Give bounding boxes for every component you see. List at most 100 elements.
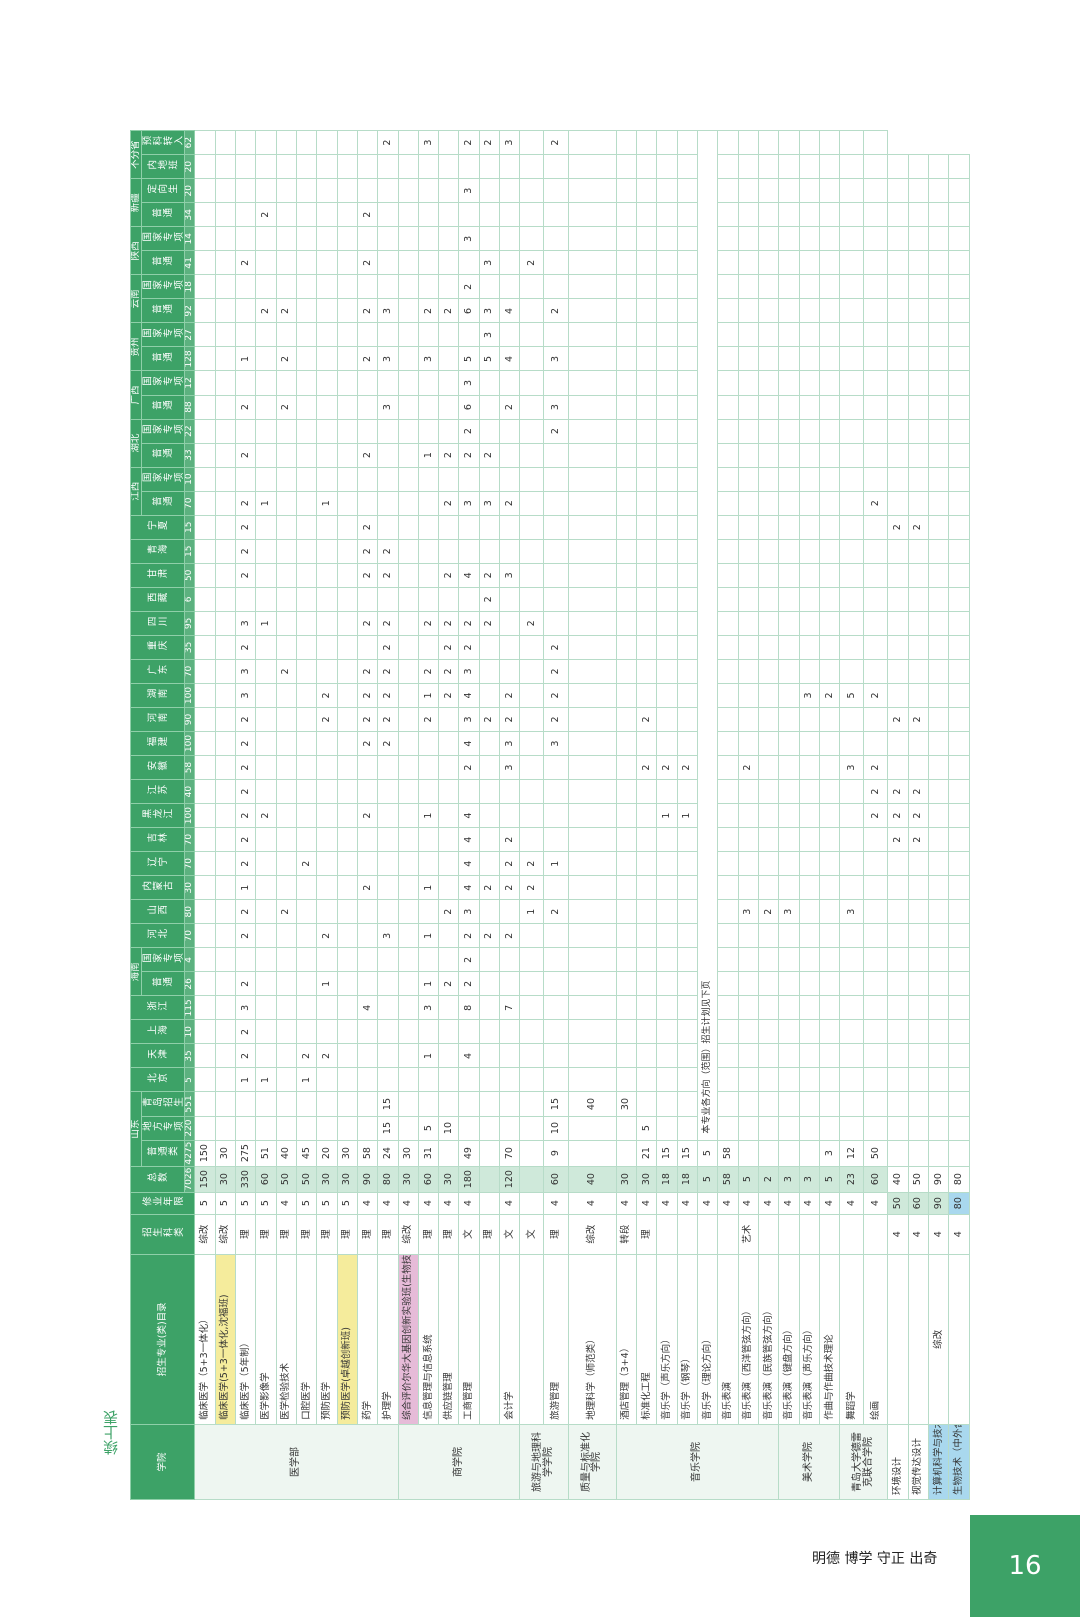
value-cell: 4 bbox=[499, 346, 520, 371]
totals-cell: 115 bbox=[184, 995, 195, 1020]
value-cell: 2 bbox=[357, 875, 378, 900]
value-cell bbox=[499, 1043, 520, 1068]
value-cell bbox=[499, 250, 520, 275]
value-cell bbox=[499, 154, 520, 179]
value-cell bbox=[276, 875, 297, 900]
value-cell bbox=[928, 827, 949, 852]
value-cell bbox=[255, 515, 277, 540]
value-cell bbox=[255, 1092, 277, 1117]
value-cell bbox=[758, 130, 779, 155]
value-cell bbox=[194, 1067, 216, 1092]
value-cell bbox=[819, 923, 840, 948]
value-cell bbox=[276, 1116, 297, 1141]
value-cell: 4 bbox=[458, 563, 480, 588]
table-row: 旅游与地理科学学院文 1 2 2 2 2 bbox=[519, 130, 569, 1500]
value-cell bbox=[863, 587, 888, 612]
value-cell bbox=[377, 971, 399, 996]
value-cell bbox=[296, 875, 317, 900]
value-cell bbox=[215, 250, 236, 275]
value-cell bbox=[758, 1092, 779, 1117]
value-cell bbox=[255, 947, 277, 972]
value-cell bbox=[337, 1067, 358, 1092]
value-cell bbox=[568, 707, 617, 732]
value-cell bbox=[863, 130, 888, 155]
value-cell bbox=[928, 659, 949, 684]
value-cell bbox=[636, 539, 657, 564]
value-cell bbox=[276, 226, 297, 251]
value-cell bbox=[418, 827, 439, 852]
years-cell: 4 bbox=[543, 1192, 569, 1215]
value-cell bbox=[948, 587, 970, 612]
totals-cell: 41 bbox=[184, 250, 195, 275]
value-cell bbox=[928, 683, 949, 708]
value-cell bbox=[543, 827, 569, 852]
value-cell bbox=[839, 827, 864, 852]
value-cell bbox=[819, 779, 840, 804]
value-cell: 3 bbox=[458, 491, 480, 516]
value-cell: 2 bbox=[235, 395, 256, 420]
value-cell: 5 bbox=[697, 1166, 718, 1193]
value-cell bbox=[215, 202, 236, 227]
value-cell: 2 bbox=[296, 1043, 317, 1068]
value-cell bbox=[677, 202, 698, 227]
value-cell bbox=[215, 707, 236, 732]
value-cell: 1 bbox=[316, 971, 338, 996]
value-cell: 2 bbox=[296, 851, 317, 876]
value-cell bbox=[819, 659, 840, 684]
value-cell bbox=[839, 322, 864, 347]
table-row: 药学理 4 90 58 4 2 2 2 2 2 2 2 2 2 2 2 2 2 2 2 bbox=[357, 130, 378, 1500]
value-cell bbox=[717, 851, 739, 876]
value-cell bbox=[717, 1116, 739, 1141]
value-cell: 2 bbox=[377, 683, 399, 708]
subject-cell bbox=[799, 1214, 820, 1255]
value-cell bbox=[296, 298, 317, 323]
value-cell bbox=[337, 419, 358, 444]
value-cell: 2 bbox=[908, 515, 929, 540]
value-cell bbox=[398, 130, 419, 155]
value-cell bbox=[908, 995, 929, 1020]
value-cell bbox=[568, 395, 617, 420]
value-cell bbox=[194, 322, 216, 347]
value-cell bbox=[276, 491, 297, 516]
value-cell bbox=[799, 395, 820, 420]
value-cell bbox=[778, 371, 800, 396]
value-cell: 3 bbox=[839, 899, 864, 924]
value-cell: 5 bbox=[819, 1166, 840, 1193]
table-row: 工商管理文 4 180 49 4 8 2 2 2 3 4 4 4 4 2 4 3 4 3 2 2 4 3 2 2 6 3 5 6 2 3 3 2 bbox=[458, 130, 480, 1500]
value-cell: 3 bbox=[377, 395, 399, 420]
value-cell bbox=[819, 803, 840, 828]
value-cell bbox=[887, 875, 909, 900]
value-cell bbox=[636, 250, 657, 275]
value-cell bbox=[799, 803, 820, 828]
value-cell bbox=[479, 178, 500, 203]
value-cell bbox=[568, 827, 617, 852]
value-cell bbox=[839, 298, 864, 323]
value-cell bbox=[479, 539, 500, 564]
value-cell bbox=[296, 779, 317, 804]
value-cell bbox=[948, 395, 970, 420]
value-cell bbox=[656, 226, 678, 251]
value-cell bbox=[398, 947, 419, 972]
value-cell bbox=[296, 803, 317, 828]
value-cell bbox=[819, 851, 840, 876]
value-cell bbox=[887, 346, 909, 371]
value-cell bbox=[799, 563, 820, 588]
major-cell: 药学 bbox=[357, 1254, 378, 1425]
value-cell bbox=[568, 274, 617, 299]
value-cell bbox=[194, 346, 216, 371]
value-cell bbox=[908, 1116, 929, 1141]
value-cell bbox=[778, 274, 800, 299]
value-cell bbox=[887, 1116, 909, 1141]
subject-cell bbox=[863, 1214, 888, 1255]
value-cell bbox=[778, 298, 800, 323]
value-cell: 15 bbox=[377, 1116, 399, 1141]
value-cell bbox=[377, 202, 399, 227]
value-cell bbox=[908, 154, 929, 179]
value-cell bbox=[194, 587, 216, 612]
subject-cell: 理 bbox=[255, 1214, 277, 1255]
value-cell: 3 bbox=[499, 755, 520, 780]
value-cell bbox=[887, 995, 909, 1020]
value-cell: 80 bbox=[948, 1166, 970, 1193]
value-cell: 30 bbox=[215, 1140, 236, 1167]
value-cell bbox=[778, 419, 800, 444]
